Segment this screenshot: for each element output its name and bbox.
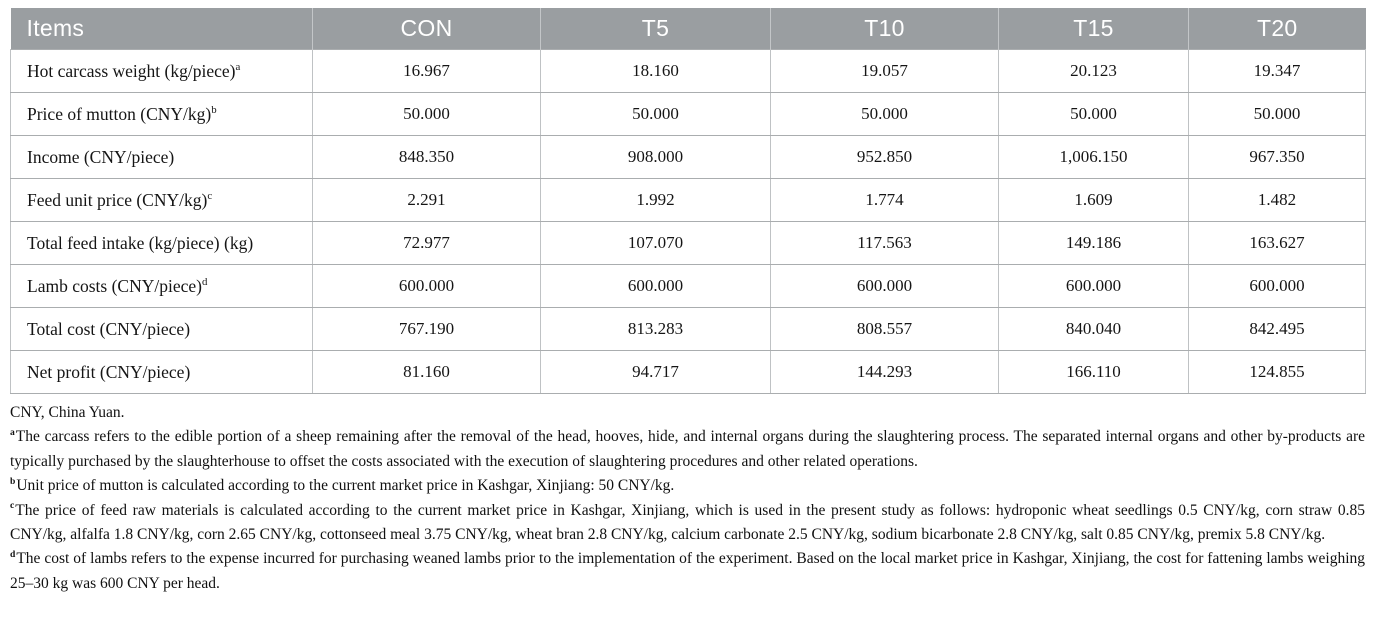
column-header-t5: T5: [540, 8, 771, 50]
footnotes: CNY, China Yuan. aThe carcass refers to t…: [10, 401, 1365, 596]
cell-value: 1,006.150: [998, 135, 1189, 179]
cell-value: 50.000: [312, 92, 541, 136]
cell-value: 600.000: [998, 264, 1189, 308]
cell-value: 908.000: [540, 135, 771, 179]
cell-value: 808.557: [770, 307, 999, 351]
cell-value: 2.291: [312, 178, 541, 222]
cell-value: 1.482: [1188, 178, 1366, 222]
cell-value: 117.563: [770, 221, 999, 265]
cell-value: 144.293: [770, 350, 999, 394]
row-label: Total cost (CNY/piece): [10, 307, 313, 351]
table-row: Feed unit price (CNY/kg)c 2.291 1.992 1.774…: [10, 178, 1366, 222]
row-label: Hot carcass weight (kg/piece)a: [10, 49, 313, 93]
cell-value: 1.992: [540, 178, 771, 222]
cell-value: 600.000: [770, 264, 999, 308]
cell-value: 16.967: [312, 49, 541, 93]
cell-value: 81.160: [312, 350, 541, 394]
row-label: Price of mutton (CNY/kg)b: [10, 92, 313, 136]
column-header-con: CON: [312, 8, 541, 50]
footnote-marker: b: [10, 476, 16, 488]
cell-value: 18.160: [540, 49, 771, 93]
cell-value: 848.350: [312, 135, 541, 179]
footnote-marker: c: [10, 500, 15, 512]
cell-value: 813.283: [540, 307, 771, 351]
cell-value: 50.000: [540, 92, 771, 136]
cell-value: 72.977: [312, 221, 541, 265]
cell-value: 163.627: [1188, 221, 1366, 265]
footnote-marker: d: [10, 549, 16, 561]
footnote: aThe carcass refers to the edible portio…: [10, 427, 1365, 470]
header-row: Items CON T5 T10 T15 T20: [10, 8, 1366, 50]
cell-value: 166.110: [998, 350, 1189, 394]
footnote-marker: a: [235, 60, 241, 73]
footnote: CNY, China Yuan.: [10, 404, 125, 421]
cell-value: 952.850: [770, 135, 999, 179]
column-header-t10: T10: [770, 8, 999, 50]
footnote: bUnit price of mutton is calculated acco…: [10, 476, 675, 495]
table-row: Price of mutton (CNY/kg)b 50.000 50.000 50.…: [10, 92, 1366, 136]
cell-value: 50.000: [1188, 92, 1366, 136]
cell-value: 1.609: [998, 178, 1189, 222]
cell-value: 767.190: [312, 307, 541, 351]
cell-value: 94.717: [540, 350, 771, 394]
table-row: Net profit (CNY/piece) 81.160 94.717 144.29…: [10, 350, 1366, 394]
column-header-t20: T20: [1188, 8, 1366, 50]
paper-table-page: Items CON T5 T10 T15 T20 Hot carcass weight (…: [10, 8, 1366, 596]
row-label: Lamb costs (CNY/piece)d: [10, 264, 313, 308]
footnote-marker: c: [207, 189, 213, 202]
cell-value: 124.855: [1188, 350, 1366, 394]
cell-value: 19.347: [1188, 49, 1366, 93]
footnote: cThe price of feed raw materials is calc…: [10, 500, 1365, 544]
table-row: Total feed intake (kg/piece) (kg) 72.977 1…: [10, 221, 1366, 265]
cell-value: 50.000: [998, 92, 1189, 136]
row-label: Total feed intake (kg/piece) (kg): [10, 221, 313, 265]
row-label: Income (CNY/piece): [10, 135, 313, 179]
cell-value: 842.495: [1188, 307, 1366, 351]
cell-value: 600.000: [312, 264, 541, 308]
cell-value: 149.186: [998, 221, 1189, 265]
table-row: Income (CNY/piece) 848.350 908.000 952.850 1…: [10, 135, 1366, 179]
footnote-marker: a: [10, 427, 15, 439]
table-row: Total cost (CNY/piece) 767.190 813.283 808.…: [10, 307, 1366, 351]
row-label: Feed unit price (CNY/kg)c: [10, 178, 313, 222]
cell-value: 20.123: [998, 49, 1189, 93]
table-row: Hot carcass weight (kg/piece)a 16.967 18.1…: [10, 49, 1366, 93]
cell-value: 19.057: [770, 49, 999, 93]
table-body: Hot carcass weight (kg/piece)a 16.967 18.1…: [10, 49, 1366, 394]
row-label: Net profit (CNY/piece): [10, 350, 313, 394]
cell-value: 600.000: [1188, 264, 1366, 308]
footnote: dThe cost of lambs refers to the expense…: [10, 549, 1365, 592]
column-header-t15: T15: [998, 8, 1189, 50]
footnote-marker: d: [201, 275, 208, 288]
cell-value: 107.070: [540, 221, 771, 265]
cell-value: 50.000: [770, 92, 999, 136]
cell-value: 967.350: [1188, 135, 1366, 179]
cell-value: 840.040: [998, 307, 1189, 351]
footnote-marker: b: [211, 103, 217, 116]
table-row: Lamb costs (CNY/piece)d 600.000 600.000 600…: [10, 264, 1366, 308]
cell-value: 600.000: [540, 264, 771, 308]
column-header-items: Items: [10, 8, 313, 50]
economic-analysis-table: Items CON T5 T10 T15 T20 Hot carcass weight (…: [10, 8, 1366, 394]
cell-value: 1.774: [770, 178, 999, 222]
